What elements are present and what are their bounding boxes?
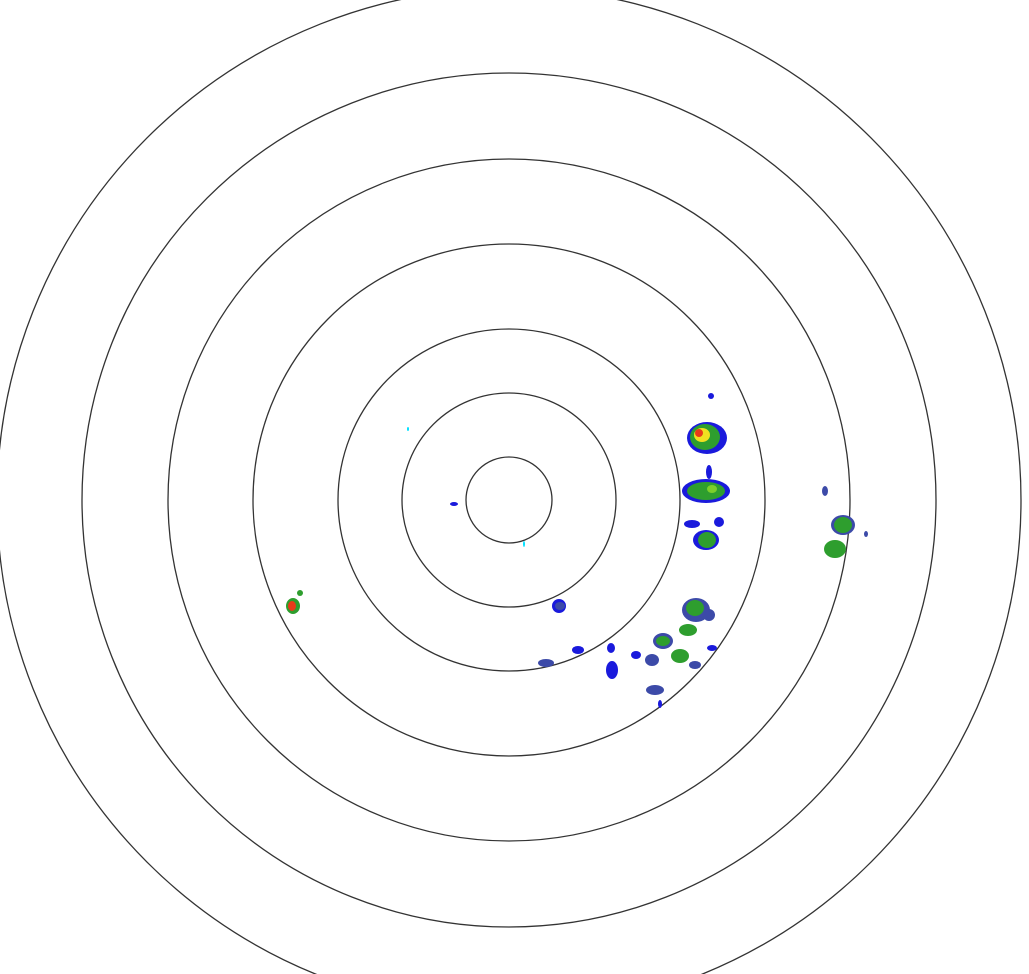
echo-moderate	[686, 600, 704, 616]
echo-light_moderate	[645, 654, 659, 666]
echo-light	[450, 502, 458, 506]
echo-light	[606, 661, 618, 679]
echo-light	[572, 646, 584, 654]
echo-moderate_high	[707, 485, 717, 493]
echo-light_moderate	[689, 661, 701, 669]
echo-moderate	[824, 540, 846, 558]
echo-light	[607, 643, 615, 653]
range-ring-3	[337, 328, 681, 672]
range-ring-5	[167, 158, 851, 842]
echo-moderate	[834, 517, 852, 533]
echo-light_moderate	[864, 531, 868, 537]
precipitation-echoes	[286, 393, 868, 708]
range-ring-6	[81, 72, 937, 928]
echo-light	[631, 651, 641, 659]
echo-moderate	[679, 624, 697, 636]
echo-light	[708, 393, 714, 399]
echo-light_moderate	[555, 602, 565, 610]
echo-moderate	[656, 636, 670, 646]
echo-light	[706, 465, 712, 479]
echo-light_moderate	[538, 659, 554, 667]
echo-light	[707, 645, 717, 651]
echo-very_high	[695, 429, 703, 437]
echo-moderate	[698, 532, 716, 548]
echo-light	[684, 520, 700, 528]
echo-light	[714, 517, 724, 527]
echo-light_moderate	[703, 609, 715, 621]
echo-very_high	[288, 601, 296, 611]
range-ring-4	[252, 243, 766, 757]
echo-moderate	[297, 590, 303, 596]
echo-moderate	[687, 482, 725, 500]
range-ring-1	[465, 456, 553, 544]
echo-trace	[523, 541, 525, 547]
echo-light_moderate	[822, 486, 828, 496]
echo-moderate	[671, 649, 689, 663]
range-ring-2	[401, 392, 617, 608]
echo-light_moderate	[646, 685, 664, 695]
echo-trace	[407, 427, 409, 431]
echo-light	[658, 700, 662, 708]
